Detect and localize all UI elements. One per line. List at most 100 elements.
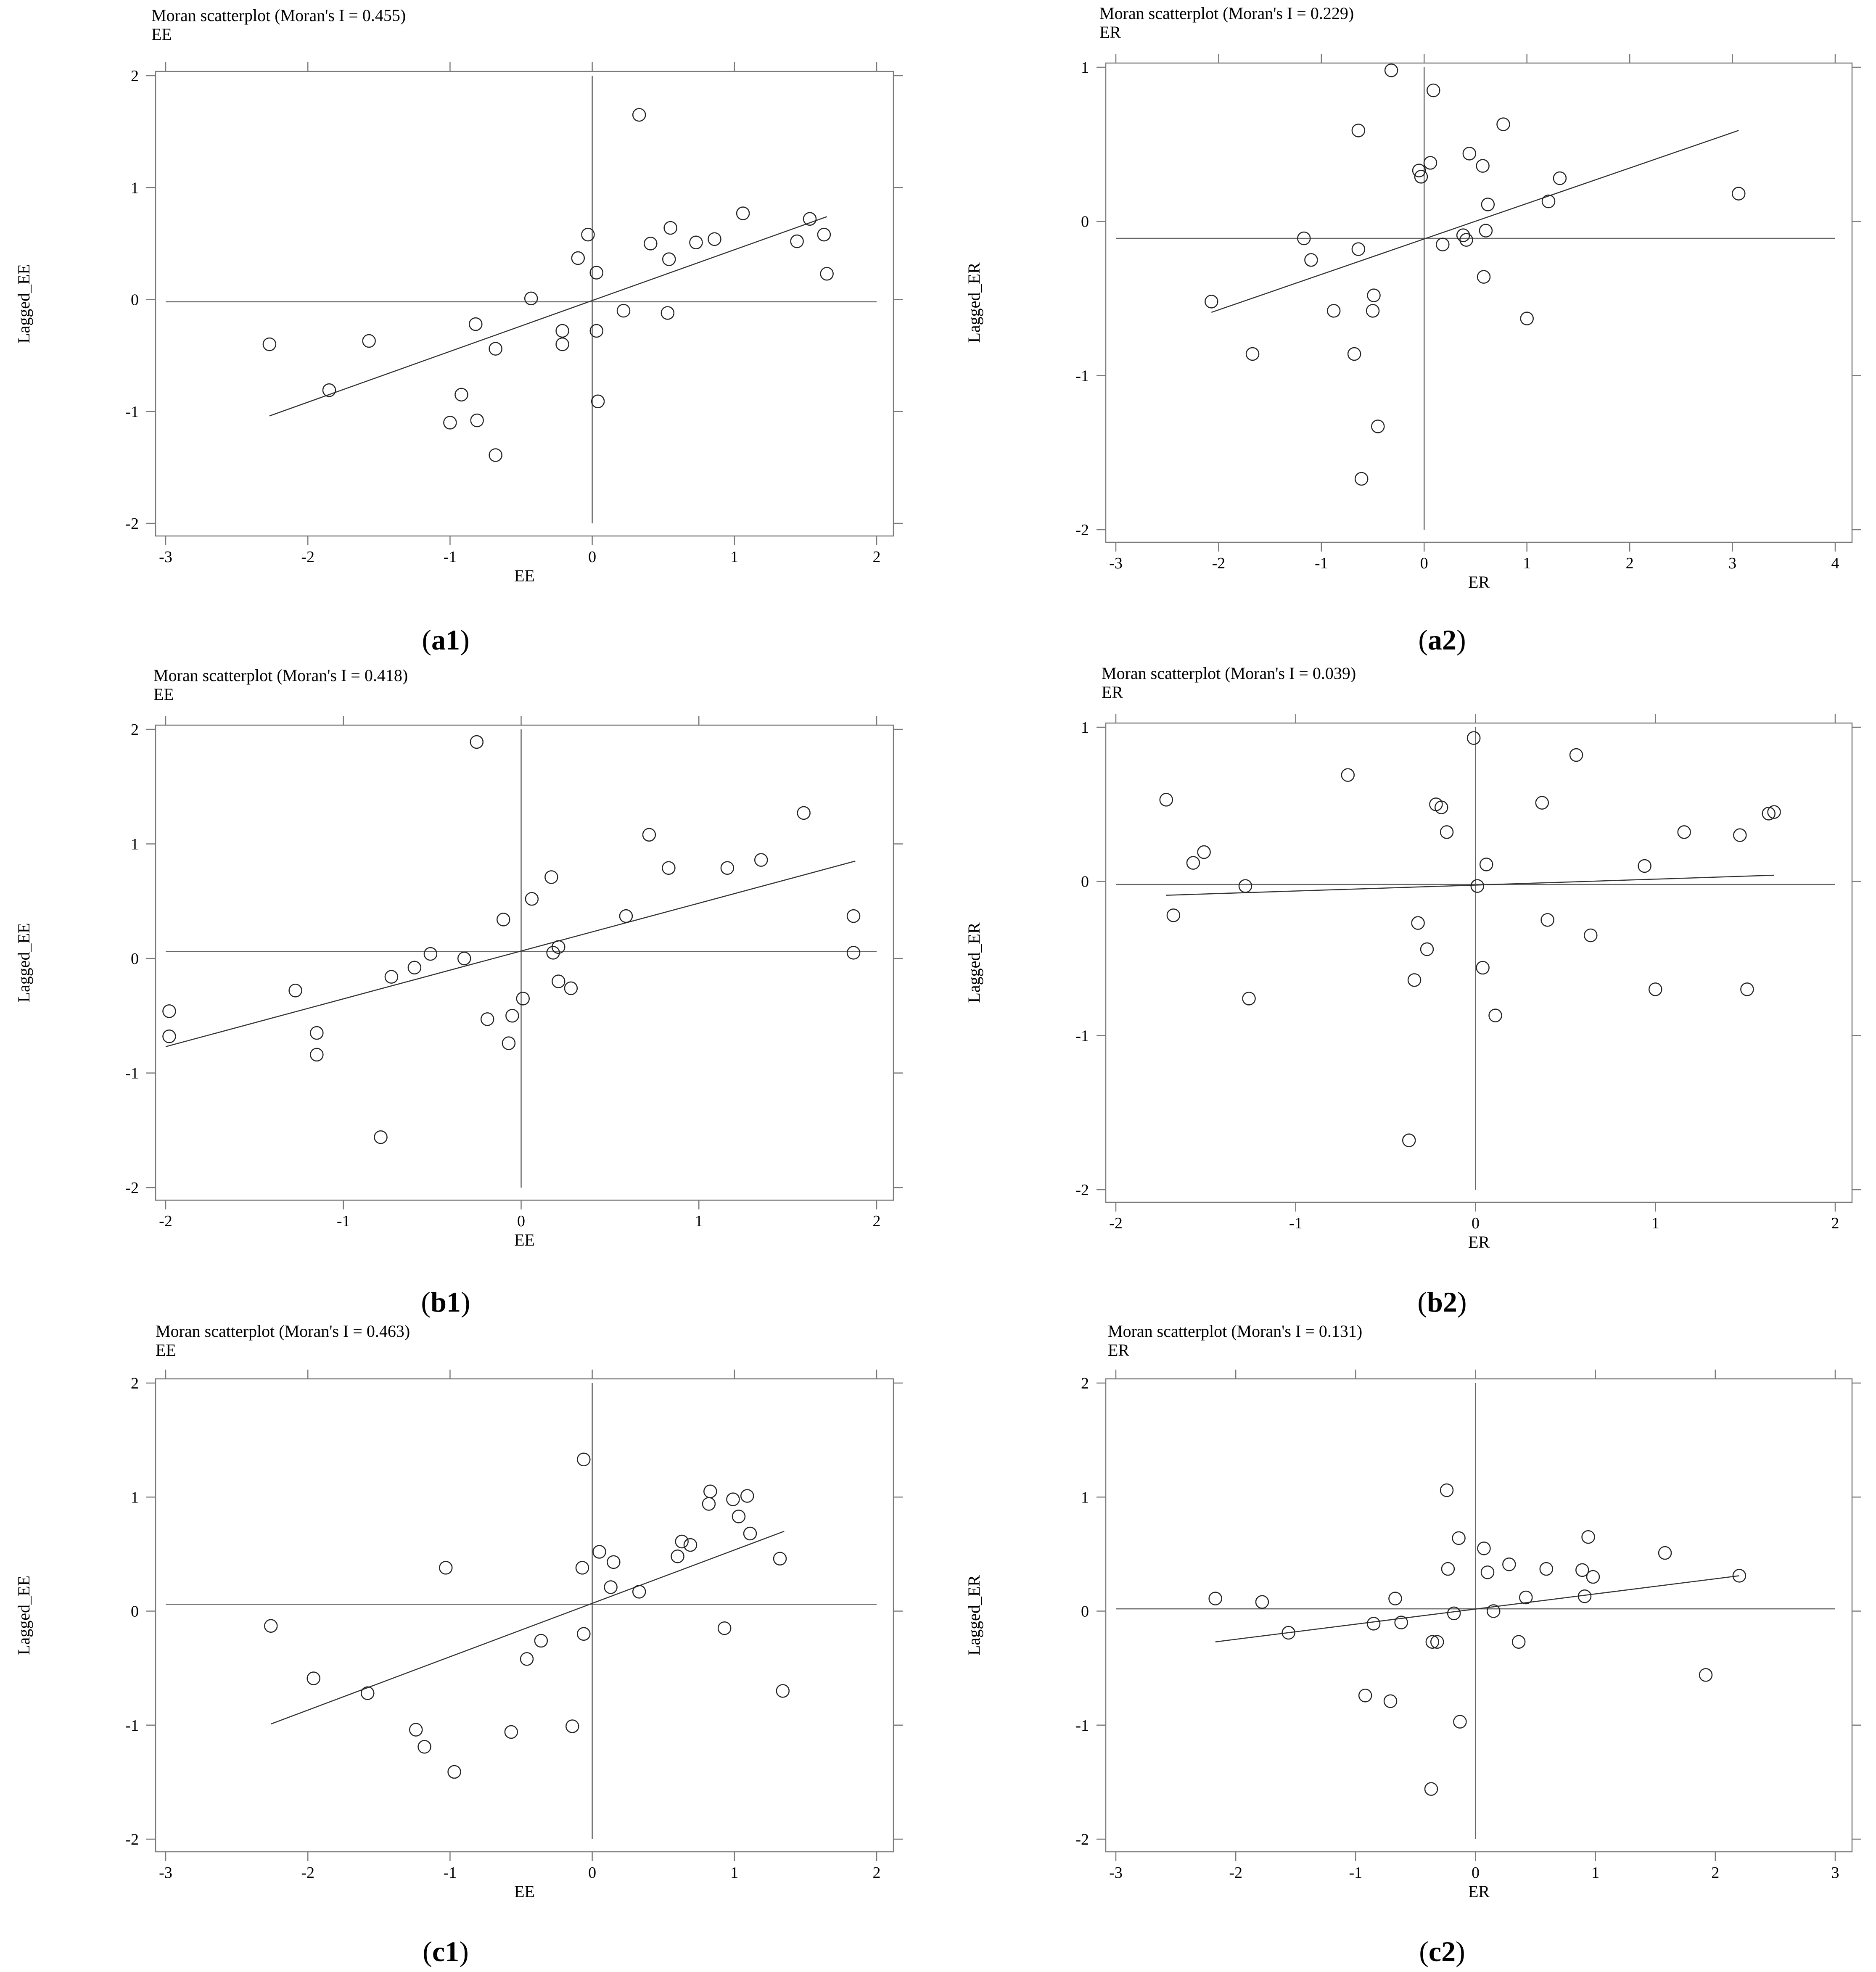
scatter-point — [1487, 1604, 1501, 1618]
scatter-point — [1166, 908, 1181, 922]
scatter-point — [1238, 879, 1252, 893]
fitted-regression-line — [1166, 874, 1774, 896]
scatter-point — [457, 951, 471, 966]
x-tick-label: 2 — [1711, 1864, 1719, 1882]
y-tick-label: 1 — [1081, 59, 1089, 77]
scatter-point — [1476, 961, 1490, 975]
scatter-point — [846, 946, 861, 960]
y-tick-label: -1 — [125, 1065, 139, 1082]
y-tick-label: 0 — [131, 291, 139, 309]
scatter-point — [1462, 147, 1477, 161]
chart-subtitle: EE — [156, 1341, 176, 1360]
scatter-point — [534, 1634, 548, 1648]
x-tick-label: 2 — [873, 1864, 881, 1882]
scatter-point — [577, 1452, 591, 1466]
y-tick-label: 0 — [1081, 873, 1089, 891]
scatter-point — [552, 940, 565, 954]
panel-caption-id: c2 — [1429, 1935, 1456, 1967]
y-tick-label: -2 — [125, 1831, 139, 1848]
panel-b2: Moran scatterplot (Moran's I = 0.039)ER-… — [964, 664, 1861, 1318]
y-tick-label: 2 — [131, 1375, 139, 1392]
scatter-point — [1423, 156, 1437, 170]
scatter-point — [1371, 420, 1385, 433]
x-tick-label: 3 — [1728, 554, 1736, 572]
scatter-point — [417, 1740, 431, 1754]
scatter-point — [1197, 845, 1211, 859]
scatter-point — [619, 909, 633, 923]
scatter-point — [616, 304, 631, 318]
scatter-point — [454, 388, 468, 402]
plot-frame — [1105, 722, 1853, 1203]
scatter-point — [307, 1671, 320, 1685]
x-tick-label: -3 — [159, 548, 172, 566]
x-tick-label: 0 — [1420, 554, 1428, 572]
x-tick-label: -3 — [1109, 554, 1123, 572]
y-tick-label: -1 — [1075, 1027, 1089, 1045]
scatter-point — [439, 1561, 453, 1575]
scatter-point — [1479, 858, 1493, 871]
scatter-point — [1481, 198, 1495, 211]
scatter-point — [409, 1723, 423, 1737]
scatter-point — [663, 221, 677, 235]
x-tick-label: -1 — [444, 1864, 457, 1882]
x-tick-label: -1 — [444, 548, 457, 566]
scatter-point — [1502, 1558, 1516, 1571]
fitted-regression-line — [270, 1531, 785, 1725]
x-tick-label: 1 — [730, 1864, 738, 1882]
y-tick-label: -2 — [1075, 521, 1089, 539]
scatter-point — [162, 1030, 176, 1043]
x-tick-label: -1 — [1315, 554, 1328, 572]
plot-frame — [155, 71, 894, 537]
scatter-point — [1732, 1569, 1747, 1583]
scatter-point — [1351, 124, 1366, 137]
scatter-point — [1731, 187, 1746, 201]
scatter-point — [1658, 1546, 1672, 1560]
x-tick-label: 0 — [1472, 1864, 1480, 1882]
scatter-point — [1281, 1626, 1295, 1640]
scatter-point — [720, 861, 735, 875]
plot-frame — [155, 724, 894, 1201]
scatter-point — [1427, 83, 1440, 98]
scatter-point — [407, 961, 422, 975]
scatter-point — [1412, 164, 1426, 177]
scatter-point — [671, 1550, 684, 1563]
scatter-point — [1496, 117, 1510, 131]
scatter-point — [502, 1036, 516, 1050]
scatter-point — [1575, 1563, 1589, 1577]
y-tick-label: 1 — [131, 1489, 139, 1506]
scatter-point — [423, 947, 438, 961]
y-tick-label: 0 — [131, 950, 139, 968]
scatter-point — [1351, 242, 1366, 256]
y-tick-label: -1 — [125, 1717, 139, 1734]
scatter-point — [480, 1012, 494, 1026]
chart-title: Moran scatterplot (Moran's I = 0.039) — [1102, 664, 1356, 683]
scatter-point — [575, 1561, 589, 1575]
panel-caption: (c1) — [423, 1935, 469, 1967]
x-axis-label: EE — [514, 1230, 535, 1249]
scatter-point — [589, 266, 603, 280]
scatter-point — [1459, 233, 1473, 247]
x-tick-label: 0 — [588, 548, 596, 566]
y-tick-label: -1 — [1075, 1717, 1089, 1734]
scatter-point — [1208, 1592, 1222, 1605]
panel-caption-id: a1 — [431, 624, 460, 656]
scatter-point — [504, 1725, 518, 1739]
x-tick-label: 1 — [1523, 554, 1531, 572]
scatter-point — [817, 227, 831, 242]
x-tick-label: 4 — [1831, 554, 1839, 572]
scatter-point — [1186, 856, 1200, 870]
y-axis-label: Lagged_EE — [14, 923, 33, 1003]
scatter-point — [607, 1555, 621, 1569]
scatter-point — [447, 1765, 461, 1779]
scatter-point — [1441, 1562, 1455, 1576]
scatter-point — [262, 337, 277, 351]
scatter-point — [1414, 170, 1428, 184]
scatter-point — [740, 1489, 754, 1503]
scatter-point — [1402, 1133, 1416, 1147]
scatter-point — [1205, 295, 1218, 309]
panel-caption-id: b2 — [1427, 1286, 1457, 1318]
scatter-point — [1304, 253, 1318, 267]
y-tick-label: 1 — [131, 836, 139, 853]
scatter-point — [1762, 807, 1776, 821]
scatter-point — [675, 1534, 689, 1549]
